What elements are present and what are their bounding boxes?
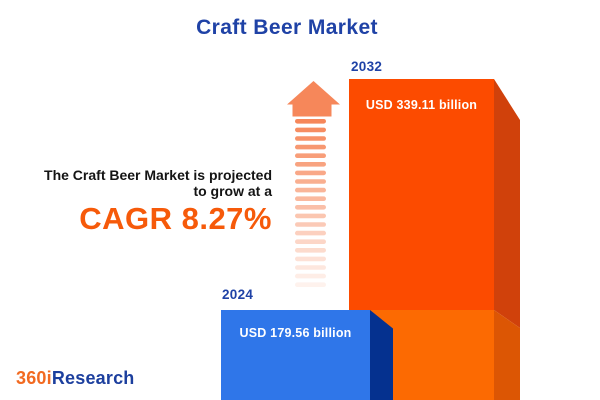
logo-prefix: 360i xyxy=(16,368,52,388)
bar-2024-year-label: 2024 xyxy=(222,287,254,302)
bar-2032-side-upper xyxy=(494,79,520,328)
logo-360iresearch: 360iResearch xyxy=(16,368,135,389)
arrow-stripe xyxy=(295,213,326,219)
arrow-stripe xyxy=(295,205,326,210)
arrow-stripe xyxy=(295,230,326,236)
arrow-stripe xyxy=(295,256,326,262)
annotation-line-2: to grow at a xyxy=(193,183,272,199)
bar-2032-value-label: USD 339.11 billion xyxy=(365,98,478,112)
arrow-stripe xyxy=(295,265,326,270)
bar-2024-side xyxy=(370,310,393,400)
arrow-stripe xyxy=(295,127,326,133)
bar-2032-face-upper xyxy=(349,79,494,310)
arrow-stripe xyxy=(295,162,326,167)
bar-2032-side-lower xyxy=(494,310,520,400)
arrow-stripe xyxy=(295,248,326,253)
bar-2032 xyxy=(349,79,520,400)
growth-arrow-stripes xyxy=(295,119,326,287)
arrow-stripe xyxy=(295,119,326,124)
page-title: Craft Beer Market xyxy=(196,16,378,39)
bar-2024-value-label: USD 179.56 billion xyxy=(239,326,352,340)
arrow-stripe xyxy=(295,170,326,176)
bar-2024-face xyxy=(221,310,370,400)
annotation-line-1: The Craft Beer Market is projected xyxy=(44,167,272,183)
projection-annotation: The Craft Beer Market is projected to gr… xyxy=(0,167,272,235)
arrow-stripe xyxy=(295,136,326,141)
bar-2024 xyxy=(221,310,393,400)
logo-suffix: Research xyxy=(51,368,135,388)
cagr-value: CAGR 8.27% xyxy=(79,201,272,236)
bar-2032-year-label: 2032 xyxy=(351,59,383,74)
growth-arrow-head xyxy=(287,81,340,117)
arrow-stripe xyxy=(295,187,326,193)
arrow-stripe xyxy=(295,196,326,201)
arrow-stripe xyxy=(295,282,326,287)
growth-arrow-icon xyxy=(287,81,340,287)
arrow-stripe xyxy=(295,179,326,184)
arrow-stripe xyxy=(295,273,326,279)
arrow-stripe xyxy=(295,239,326,244)
arrow-stripe xyxy=(295,153,326,158)
arrow-stripe xyxy=(295,222,326,227)
arrow-stripe xyxy=(295,144,326,150)
